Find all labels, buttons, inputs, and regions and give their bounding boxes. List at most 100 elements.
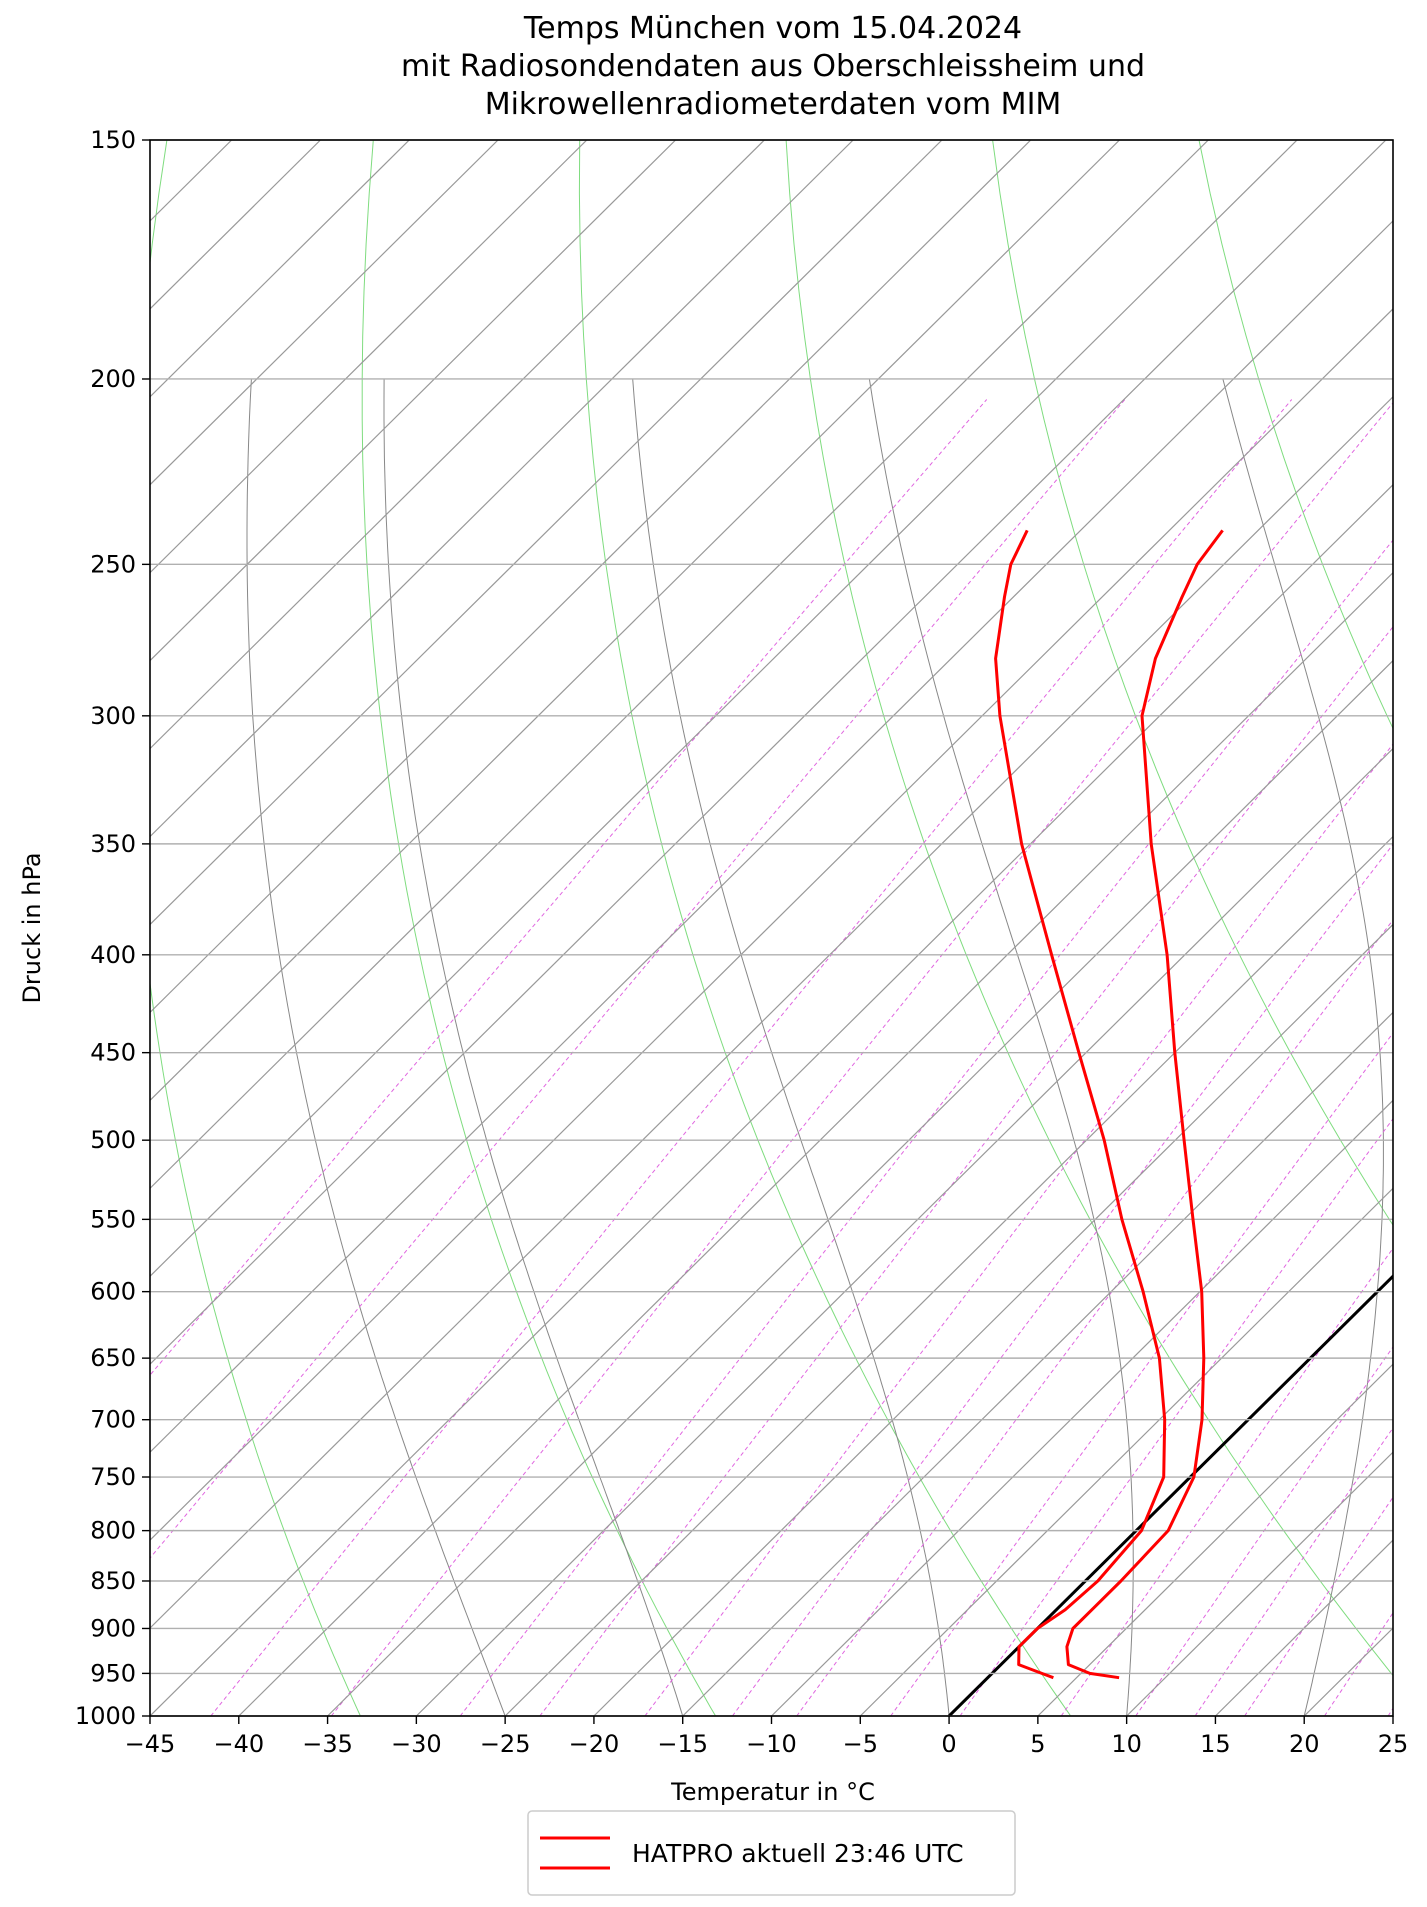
mixing-ratio-line <box>539 626 1393 1716</box>
isotherm <box>150 140 499 486</box>
x-tick-label: −40 <box>213 1730 264 1758</box>
isotherm <box>150 220 1393 1454</box>
chart-title-line-1: Temps München vom 15.04.2024 <box>523 11 1022 46</box>
isotherm <box>415 747 1393 1716</box>
mixing-ratio-line <box>1244 1496 1393 1716</box>
grid-lines <box>150 139 1393 1717</box>
y-tick-label: 400 <box>90 941 136 969</box>
y-tick-label: 800 <box>90 1517 136 1545</box>
moist-adiabat <box>1222 378 1384 1716</box>
x-tick-label: −10 <box>746 1730 797 1758</box>
y-axis-label: Druck in hPa <box>18 852 46 1003</box>
y-tick-label: 950 <box>90 1659 136 1687</box>
y-axis: 1000 950 900 850 800 750 700 650 600 550 500 450 400… <box>75 126 150 1730</box>
isotherm <box>1037 1363 1393 1716</box>
x-tick-label: −45 <box>125 1730 176 1758</box>
background-lines <box>150 140 1427 1716</box>
mixing-ratio-line <box>1387 1707 1393 1716</box>
mixing-ratio-line <box>210 399 1293 1716</box>
isotherm <box>1392 1715 1393 1716</box>
isotherm <box>327 659 1393 1716</box>
x-tick-label: −15 <box>657 1730 708 1758</box>
y-tick-label: 550 <box>90 1205 136 1233</box>
x-tick-label: 15 <box>1200 1730 1231 1758</box>
x-tick-label: 20 <box>1289 1730 1320 1758</box>
x-tick-label: −25 <box>480 1730 531 1758</box>
isotherm <box>859 1187 1393 1716</box>
y-tick-label: 350 <box>90 830 136 858</box>
mixing-ratio-line <box>1060 1247 1393 1716</box>
legend-frame <box>527 1810 1016 1896</box>
isotherm <box>150 140 943 926</box>
x-axis-label-unit: °C <box>846 1778 875 1806</box>
y-tick-label: 200 <box>90 365 136 393</box>
isotherm <box>682 1011 1393 1716</box>
isotherm <box>150 395 1393 1629</box>
dry-adiabat <box>785 140 1393 1677</box>
y-tick-label: 650 <box>90 1344 136 1372</box>
mixing-ratio-line <box>150 399 988 1376</box>
dry-adiabat <box>578 140 1072 1716</box>
mixing-ratio-line <box>459 539 1393 1716</box>
isotherm <box>150 140 854 838</box>
series-lines <box>994 529 1224 1680</box>
y-tick-label: 300 <box>90 702 136 730</box>
isotherm <box>150 140 1387 1366</box>
x-tick-label: −35 <box>302 1730 353 1758</box>
mixing-ratio-line <box>150 399 1126 1559</box>
mixing-ratio-line <box>731 843 1393 1716</box>
isotherm <box>150 140 1120 1102</box>
y-tick-label: 900 <box>90 1614 136 1642</box>
isotherm-zero <box>948 1274 1393 1716</box>
isotherm <box>150 140 677 662</box>
isotherm <box>150 140 1032 1014</box>
mixing-ratio-line <box>959 1117 1393 1716</box>
y-tick-label: 850 <box>90 1567 136 1595</box>
moist-adiabat <box>632 378 950 1716</box>
x-tick-label: −5 <box>843 1730 878 1758</box>
dry-adiabat <box>361 140 717 1716</box>
isotherm <box>504 835 1393 1716</box>
isotherm <box>238 571 1393 1716</box>
dry-adiabat <box>992 140 1393 1226</box>
mixing-ratio-line <box>1324 1612 1393 1716</box>
x-tick-label: 10 <box>1111 1730 1142 1758</box>
series-dewpoint <box>994 529 1167 1680</box>
mixing-ratio-line <box>644 743 1393 1716</box>
mixing-ratio-line <box>1135 1346 1393 1716</box>
y-tick-label: 250 <box>90 550 136 578</box>
y-tick-label: 700 <box>90 1406 136 1434</box>
mixing-ratio-line <box>330 402 1393 1716</box>
y-tick-label: 750 <box>90 1463 136 1491</box>
x-tick-label: 25 <box>1378 1730 1409 1758</box>
chart-title-line-3: Mikrowellenradiometerdaten vom MIM <box>485 87 1062 122</box>
isotherm <box>150 308 1393 1541</box>
isotherm <box>150 140 321 310</box>
x-axis-label: Temperatur in °C <box>670 1778 875 1806</box>
isotherm <box>1215 1539 1393 1716</box>
dry-adiabat <box>1198 140 1393 730</box>
plot-frame <box>149 139 1394 1717</box>
isotherm <box>150 140 1209 1190</box>
moist-adiabat <box>868 378 1134 1716</box>
legend-label: HATPRO aktuell 23:46 UTC <box>632 1839 964 1868</box>
y-tick-label: 600 <box>90 1278 136 1306</box>
x-axis-label-text: Temperatur in <box>670 1778 838 1806</box>
isotherm <box>593 923 1393 1716</box>
x-axis: −45 −40 −35 −30 −25 −20 −15 −10 −5 0 5 10 15 20 25 <box>125 1716 1409 1758</box>
x-tick-label: 0 <box>941 1730 956 1758</box>
isotherm <box>150 140 765 750</box>
isotherm <box>150 140 1298 1278</box>
dry-adiabat <box>1405 140 1427 1716</box>
mixing-ratio-line <box>796 919 1393 1716</box>
mixing-ratio-line <box>890 1032 1393 1716</box>
x-tick-label: 5 <box>1030 1730 1045 1758</box>
isotherm <box>1126 1451 1393 1716</box>
chart-title-line-2: mit Radiosondendaten aus Oberschleisshei… <box>401 49 1145 84</box>
isotherm <box>150 483 1393 1716</box>
x-tick-label: −30 <box>391 1730 442 1758</box>
y-tick-label: 500 <box>90 1126 136 1154</box>
series-temperature <box>1065 529 1224 1680</box>
y-tick-label: 450 <box>90 1039 136 1067</box>
